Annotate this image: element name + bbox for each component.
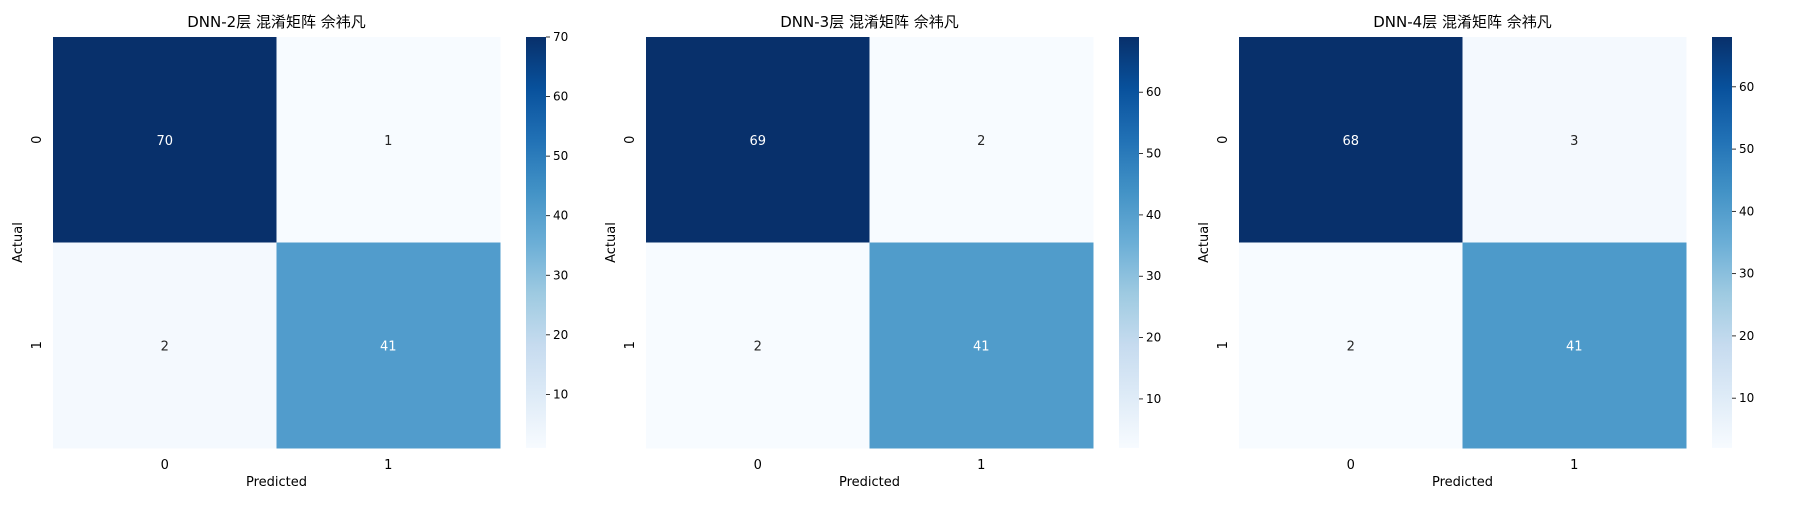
cell-value-r1-c0: 2 <box>754 339 762 354</box>
chart-title: DNN-4层 混淆矩阵 佘祎凡 <box>1373 13 1552 31</box>
y-axis-label: Actual <box>1197 222 1212 263</box>
colorbar-tick-30: 30 <box>553 268 568 282</box>
x-tick-0: 0 <box>754 458 762 473</box>
heatmap-cell-r1-c1 <box>276 242 501 449</box>
y-axis-label: Actual <box>604 222 619 263</box>
heatmap-cell-r1-c1 <box>1462 242 1687 449</box>
chart-title: DNN-2层 混淆矩阵 佘祎凡 <box>187 13 366 31</box>
y-tick-0: 0 <box>623 136 638 144</box>
colorbar-tick-40: 40 <box>1739 204 1754 218</box>
cell-value-r1-c1: 41 <box>973 339 990 354</box>
x-axis-label: Predicted <box>1432 475 1493 490</box>
cell-value-r0-c1: 3 <box>1570 134 1578 149</box>
colorbar <box>1119 37 1139 448</box>
colorbar-tick-40: 40 <box>1146 208 1161 222</box>
x-axis-label: Predicted <box>839 475 900 490</box>
cell-value-r1-c0: 2 <box>1347 339 1355 354</box>
cell-value-r0-c1: 1 <box>384 134 392 149</box>
heatmap-cell-r0-c1 <box>276 37 501 243</box>
cell-value-r1-c0: 2 <box>161 339 169 354</box>
y-tick-0: 0 <box>1216 136 1231 144</box>
y-axis-label: Actual <box>11 222 26 263</box>
cell-value-r1-c1: 41 <box>1566 339 1583 354</box>
heatmap-cell-r0-c0 <box>646 37 870 243</box>
y-tick-1: 1 <box>623 341 638 349</box>
x-tick-0: 0 <box>1347 458 1355 473</box>
cell-value-r0-c0: 70 <box>156 134 173 149</box>
colorbar-tick-30: 30 <box>1146 269 1161 283</box>
colorbar <box>526 37 546 448</box>
x-axis-label: Predicted <box>246 475 307 490</box>
colorbar-tick-20: 20 <box>553 328 568 342</box>
heatmap-cell-r1-c0 <box>646 242 870 449</box>
x-tick-1: 1 <box>1570 458 1578 473</box>
colorbar-tick-20: 20 <box>1739 329 1754 343</box>
colorbar-tick-10: 10 <box>1739 391 1754 405</box>
heatmap-cell-r1-c0 <box>1239 242 1463 449</box>
colorbar-tick-60: 60 <box>1739 80 1754 94</box>
colorbar-tick-30: 30 <box>1739 267 1754 281</box>
heatmap-cell-r1-c0 <box>53 242 277 449</box>
y-tick-1: 1 <box>1216 341 1231 349</box>
cell-value-r1-c1: 41 <box>380 339 397 354</box>
colorbar-tick-60: 60 <box>1146 85 1161 99</box>
colorbar-tick-60: 60 <box>553 90 568 104</box>
colorbar-tick-50: 50 <box>1739 142 1754 156</box>
x-tick-1: 1 <box>384 458 392 473</box>
colorbar-tick-50: 50 <box>553 149 568 163</box>
y-tick-0: 0 <box>30 136 45 144</box>
cell-value-r0-c1: 2 <box>977 134 985 149</box>
heatmap-cell-r1-c1 <box>869 242 1094 449</box>
colorbar-tick-10: 10 <box>553 387 568 401</box>
x-tick-0: 0 <box>161 458 169 473</box>
x-tick-1: 1 <box>977 458 985 473</box>
heatmap-cell-r0-c1 <box>869 37 1094 243</box>
heatmap-cell-r0-c0 <box>1239 37 1463 243</box>
colorbar <box>1712 37 1732 448</box>
cell-value-r0-c0: 68 <box>1342 134 1359 149</box>
chart-title: DNN-3层 混淆矩阵 佘祎凡 <box>780 13 959 31</box>
colorbar-tick-50: 50 <box>1146 147 1161 161</box>
heatmap-cell-r0-c1 <box>1462 37 1687 243</box>
colorbar-tick-20: 20 <box>1146 331 1161 345</box>
cell-value-r0-c0: 69 <box>749 134 766 149</box>
colorbar-tick-40: 40 <box>553 209 568 223</box>
colorbar-tick-70: 70 <box>553 30 568 44</box>
y-tick-1: 1 <box>30 341 45 349</box>
colorbar-tick-10: 10 <box>1146 392 1161 406</box>
heatmap-cell-r0-c0 <box>53 37 277 243</box>
